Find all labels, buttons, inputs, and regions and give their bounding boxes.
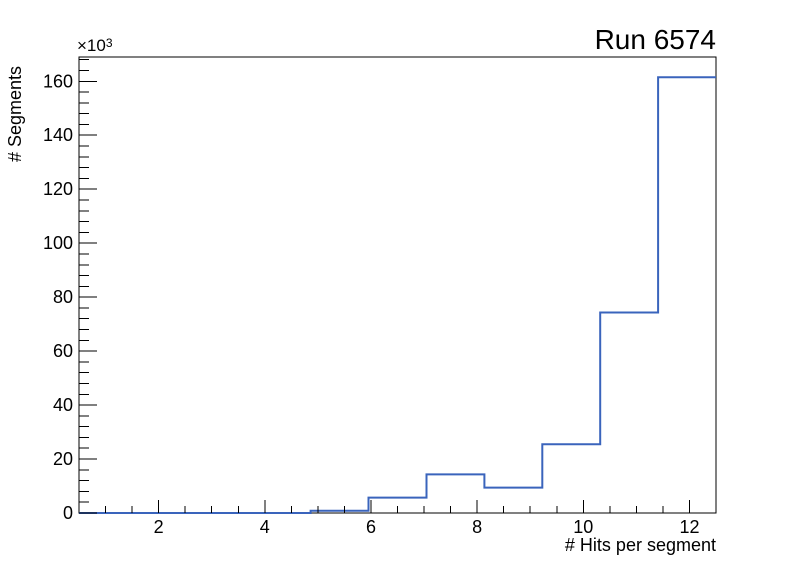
histogram-line [79, 76, 716, 514]
y-tick-label: 100 [43, 233, 73, 253]
x-tick-label: 4 [260, 517, 270, 537]
y-tick-label: 120 [43, 179, 73, 199]
y-tick-label: 20 [53, 449, 73, 469]
power-exponent: 3 [105, 36, 113, 50]
plot-title: Run 6574 [594, 24, 716, 55]
plot-frame [78, 56, 717, 514]
y-tick-label: 40 [53, 395, 73, 415]
x-tick-label: 6 [366, 517, 376, 537]
x-tick-label: 10 [573, 517, 593, 537]
x-tick-label: 2 [154, 517, 164, 537]
y-tick-label: 0 [63, 503, 73, 523]
y-axis-power-label: ×103 [77, 37, 113, 54]
y-tick-label: 140 [43, 125, 73, 145]
x-tick-label: 12 [679, 517, 699, 537]
y-axis-title: # Segments [5, 65, 25, 162]
y-tick-label: 160 [43, 71, 73, 91]
y-tick-label: 60 [53, 341, 73, 361]
x-tick-label: 8 [472, 517, 482, 537]
y-tick-label: 80 [53, 287, 73, 307]
x-axis-title: # Hits per segment [564, 535, 716, 555]
power-base: ×10 [77, 36, 106, 55]
